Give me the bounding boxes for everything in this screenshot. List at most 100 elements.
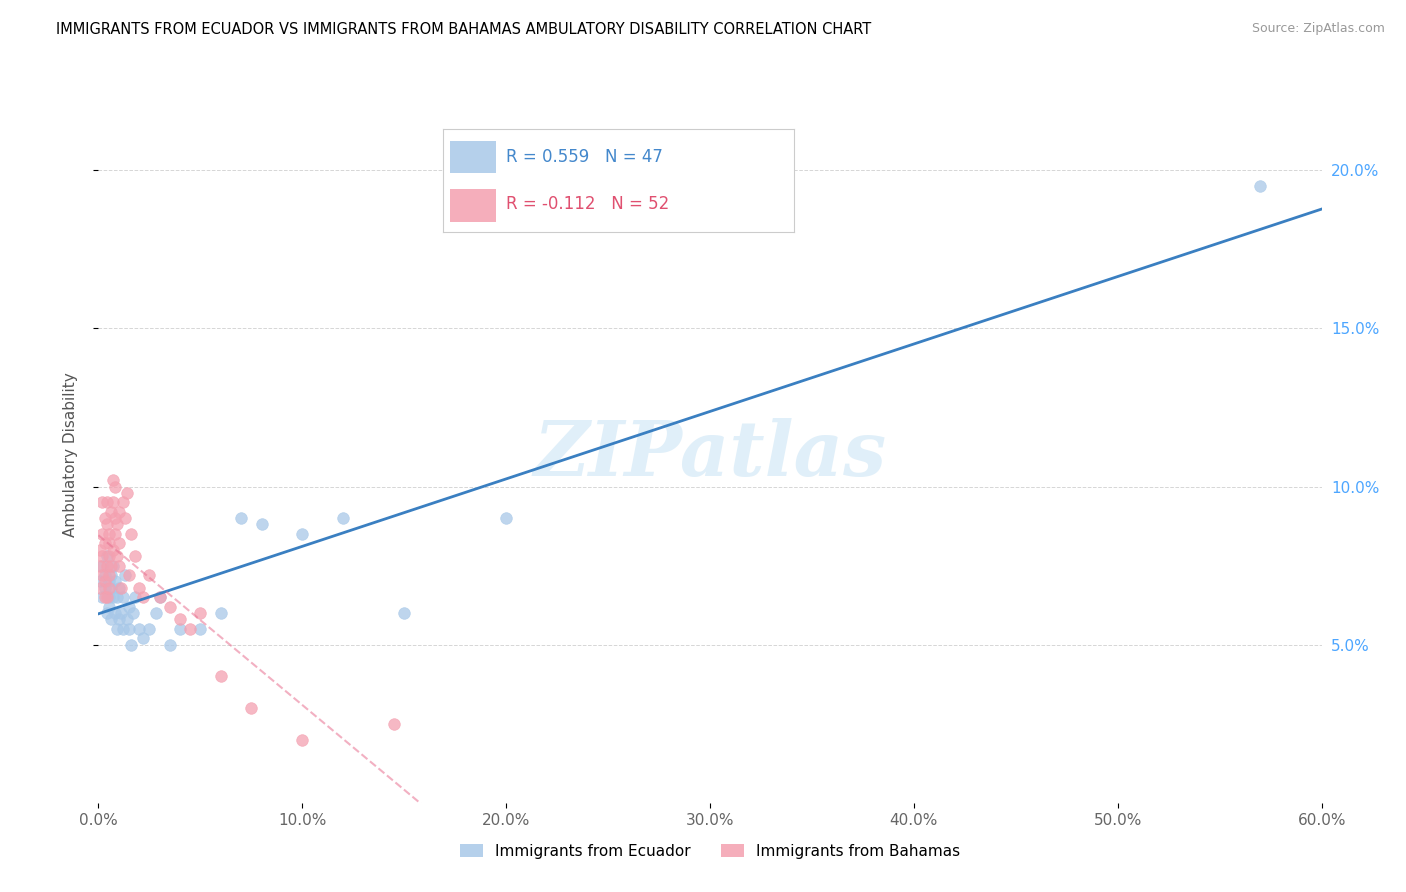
Point <box>101 473 124 487</box>
Point <box>91 591 114 605</box>
Point <box>118 568 141 582</box>
Point <box>209 606 232 620</box>
Text: IMMIGRANTS FROM ECUADOR VS IMMIGRANTS FROM BAHAMAS AMBULATORY DISABILITY CORRELA: IMMIGRANTS FROM ECUADOR VS IMMIGRANTS FR… <box>56 22 872 37</box>
Point <box>179 622 201 636</box>
Point <box>89 558 111 573</box>
Point <box>382 716 405 731</box>
Point <box>392 606 416 620</box>
Point <box>145 606 167 620</box>
Point <box>93 536 115 550</box>
Point <box>114 511 136 525</box>
Point <box>332 511 354 525</box>
Point <box>91 549 114 563</box>
Point <box>209 669 232 683</box>
Point <box>128 622 150 636</box>
Point <box>495 511 517 525</box>
Point <box>104 574 127 589</box>
Text: R = 0.559   N = 47: R = 0.559 N = 47 <box>506 148 664 166</box>
Point <box>105 622 128 636</box>
Point <box>93 574 115 589</box>
Point <box>169 612 191 626</box>
Point <box>100 581 122 595</box>
Point <box>104 527 127 541</box>
Legend: Immigrants from Ecuador, Immigrants from Bahamas: Immigrants from Ecuador, Immigrants from… <box>454 838 966 864</box>
Point <box>291 527 314 541</box>
Point <box>93 581 115 595</box>
Point <box>188 622 212 636</box>
Point <box>115 486 138 500</box>
Point <box>97 536 120 550</box>
Point <box>96 591 118 605</box>
Point <box>105 517 128 532</box>
Point <box>97 568 120 582</box>
Point <box>89 542 111 557</box>
Point <box>110 606 132 620</box>
Point <box>111 622 134 636</box>
Point <box>124 549 146 563</box>
Point <box>138 568 160 582</box>
Point <box>91 495 114 509</box>
Point <box>97 581 120 595</box>
Point <box>114 568 136 582</box>
Point <box>100 558 122 573</box>
Point <box>97 599 120 614</box>
Point <box>111 591 134 605</box>
Point <box>101 558 124 573</box>
Bar <box>450 141 495 173</box>
Point <box>122 606 145 620</box>
Text: ZIPatlas: ZIPatlas <box>533 418 887 491</box>
Point <box>108 581 131 595</box>
Point <box>188 606 212 620</box>
Point <box>1249 179 1271 194</box>
Point <box>97 549 120 563</box>
Point <box>91 568 114 582</box>
Point <box>132 591 155 605</box>
Point <box>104 606 127 620</box>
Point <box>108 536 131 550</box>
Point <box>91 527 114 541</box>
Point <box>91 558 114 573</box>
Point <box>240 701 263 715</box>
Point <box>111 495 134 509</box>
Point <box>118 622 141 636</box>
Point <box>100 505 122 519</box>
Point <box>115 612 138 626</box>
Point <box>108 505 131 519</box>
Point <box>231 511 253 525</box>
Point <box>96 517 118 532</box>
Point <box>108 558 131 573</box>
Point <box>120 527 142 541</box>
Point <box>89 581 111 595</box>
Point <box>96 606 118 620</box>
Text: R = -0.112   N = 52: R = -0.112 N = 52 <box>506 195 669 213</box>
Point <box>97 527 120 541</box>
Point <box>149 591 172 605</box>
Y-axis label: Ambulatory Disability: Ambulatory Disability <box>63 373 77 537</box>
Point <box>96 495 118 509</box>
Point <box>250 517 273 532</box>
Point <box>132 632 155 646</box>
Point <box>93 591 115 605</box>
Point <box>97 591 120 605</box>
Point <box>104 479 127 493</box>
Point <box>118 599 141 614</box>
Text: Source: ZipAtlas.com: Source: ZipAtlas.com <box>1251 22 1385 36</box>
Point <box>169 622 191 636</box>
Point <box>138 622 160 636</box>
Point <box>101 542 124 557</box>
Point <box>108 612 131 626</box>
Point <box>128 581 150 595</box>
Point <box>100 612 122 626</box>
Point <box>120 638 142 652</box>
Point <box>159 638 181 652</box>
Point <box>104 511 127 525</box>
Point <box>124 591 146 605</box>
Point <box>149 591 172 605</box>
Point <box>291 732 314 747</box>
Bar <box>450 189 495 221</box>
Point <box>97 574 120 589</box>
Point <box>89 574 111 589</box>
Point <box>159 599 181 614</box>
Point <box>93 568 115 582</box>
Point <box>105 549 128 563</box>
